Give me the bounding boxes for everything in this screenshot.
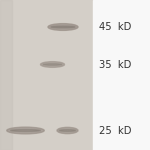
Text: 25  kD: 25 kD xyxy=(99,126,132,135)
Ellipse shape xyxy=(11,129,40,132)
Ellipse shape xyxy=(7,127,44,134)
Bar xyxy=(0,0,93,150)
Ellipse shape xyxy=(59,130,76,131)
Text: 45  kD: 45 kD xyxy=(99,22,131,32)
Bar xyxy=(0,0,12,150)
Ellipse shape xyxy=(48,24,78,30)
Ellipse shape xyxy=(57,127,78,134)
Ellipse shape xyxy=(51,26,75,28)
Ellipse shape xyxy=(43,64,62,65)
Ellipse shape xyxy=(40,62,64,67)
Bar xyxy=(93,0,150,150)
Text: 35  kD: 35 kD xyxy=(99,60,131,69)
